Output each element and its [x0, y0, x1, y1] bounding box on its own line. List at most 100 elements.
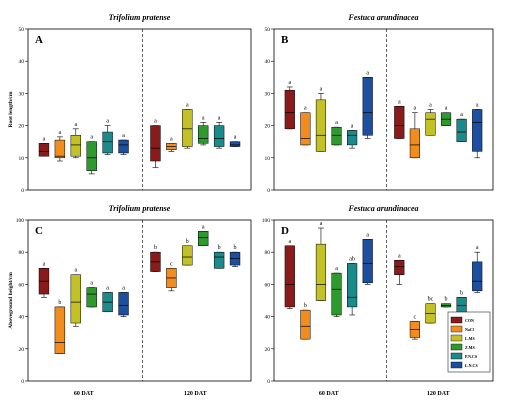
- box-nacl: b: [54, 300, 66, 354]
- box-nacl: c: [409, 314, 420, 340]
- significance-letter: b: [58, 300, 61, 306]
- significance-letter: a: [234, 135, 237, 141]
- box-nacl: a: [409, 106, 420, 159]
- significance-letter: b: [460, 290, 463, 296]
- box-body: [86, 141, 97, 171]
- box-body: [118, 292, 129, 316]
- box-lms: a: [70, 122, 81, 159]
- panel-title: Festuca arundinacea: [347, 13, 418, 22]
- y-tick-label: 60: [19, 282, 25, 288]
- legend-swatch: [450, 316, 463, 324]
- legend-label: P.N.CS: [465, 354, 478, 359]
- box-con: a: [38, 261, 50, 298]
- significance-letter: a: [304, 106, 307, 112]
- panel-title: Trifolium pratense: [109, 13, 171, 22]
- plot-frame: [273, 219, 494, 382]
- box-body: [394, 106, 405, 139]
- box-body: [300, 112, 311, 146]
- box-body: [300, 309, 311, 340]
- box-pncs: a: [102, 119, 113, 155]
- box-body: [86, 287, 97, 308]
- significance-letter: b: [186, 239, 189, 245]
- legend-swatch: [450, 325, 463, 333]
- significance-letter: a: [288, 239, 291, 245]
- box-nacl: b: [300, 303, 311, 340]
- significance-letter: a: [476, 245, 479, 251]
- significance-letter: a: [320, 221, 323, 227]
- significance-letter: a: [43, 261, 46, 267]
- box-zms: a: [331, 120, 342, 146]
- box-body: [456, 118, 467, 142]
- box-lncs: a: [229, 135, 241, 147]
- box-body: [362, 77, 373, 136]
- box-zms: a: [198, 115, 209, 146]
- significance-letter: a: [366, 70, 369, 76]
- box-lncs: a: [362, 232, 373, 285]
- x-group-label: 120 DAT: [427, 391, 450, 397]
- significance-letter: a: [202, 115, 205, 121]
- legend: CON NaCl L.MS Z.MS P.N.CS L.N.CS: [447, 311, 491, 373]
- box-body: [54, 139, 66, 159]
- box-con: b: [150, 245, 161, 272]
- y-tick-label: 0: [267, 379, 270, 385]
- significance-letter: bc: [428, 297, 434, 303]
- box-con: a: [394, 99, 405, 139]
- significance-letter: a: [398, 253, 401, 259]
- significance-letter: a: [335, 120, 338, 126]
- y-tick-label: 80: [19, 250, 25, 256]
- box-pncs: a: [456, 112, 467, 142]
- y-tick-label: 20: [19, 124, 25, 130]
- box-zms: a: [86, 281, 97, 308]
- box-body: [315, 99, 327, 152]
- box-body: [229, 141, 241, 147]
- box-body: [118, 139, 129, 154]
- box-nacl: a: [54, 130, 66, 162]
- plot-frame: [273, 28, 494, 191]
- significance-letter: a: [59, 130, 62, 136]
- box-pncs: a: [347, 123, 358, 149]
- legend-label: Z.MS: [465, 345, 475, 350]
- significance-letter: a: [122, 133, 125, 139]
- y-tick-label: 80: [265, 250, 271, 256]
- box-lncs: a: [118, 133, 129, 155]
- panel-title: Trifolium pratense: [109, 204, 171, 213]
- significance-letter: a: [320, 86, 323, 92]
- significance-letter: a: [90, 281, 93, 287]
- legend-swatch: [450, 343, 463, 351]
- box-body: [347, 130, 358, 146]
- significance-letter: a: [460, 112, 463, 118]
- y-tick-label: 40: [19, 59, 25, 65]
- box-lms: a: [315, 86, 327, 152]
- box-lncs: a: [472, 245, 483, 293]
- significance-letter: a: [170, 136, 173, 142]
- significance-letter: b: [218, 245, 221, 251]
- y-axis-label: Root length/cm: [8, 91, 14, 127]
- box-lms: a: [182, 103, 193, 149]
- y-tick-label: 0: [21, 188, 24, 194]
- significance-letter: a: [429, 103, 432, 109]
- significance-letter: a: [202, 224, 205, 230]
- y-tick-label: 50: [19, 27, 25, 33]
- legend-label: L.N.CS: [465, 363, 478, 368]
- box-body: [182, 109, 193, 147]
- significance-letter: c: [170, 261, 173, 267]
- box-body: [331, 272, 342, 316]
- box-lncs: a: [118, 285, 129, 317]
- y-tick-label: 10: [19, 156, 25, 162]
- box-body: [472, 261, 483, 292]
- box-body: [102, 131, 113, 154]
- box-body: [182, 245, 193, 266]
- y-tick-label: 40: [19, 315, 25, 321]
- box-zms: a: [198, 224, 209, 247]
- legend-label: CON: [465, 318, 474, 323]
- box-con: a: [150, 119, 161, 168]
- y-tick-label: 20: [19, 347, 25, 353]
- box-body: [472, 109, 483, 152]
- panel-d: Festuca arundinaceaD020406080100abaaabaa…: [262, 204, 494, 397]
- panel-letter: D: [281, 225, 289, 237]
- y-tick-label: 20: [265, 347, 271, 353]
- significance-letter: b: [154, 245, 157, 251]
- box-nacl: c: [166, 261, 177, 292]
- box-zms: a: [440, 106, 452, 126]
